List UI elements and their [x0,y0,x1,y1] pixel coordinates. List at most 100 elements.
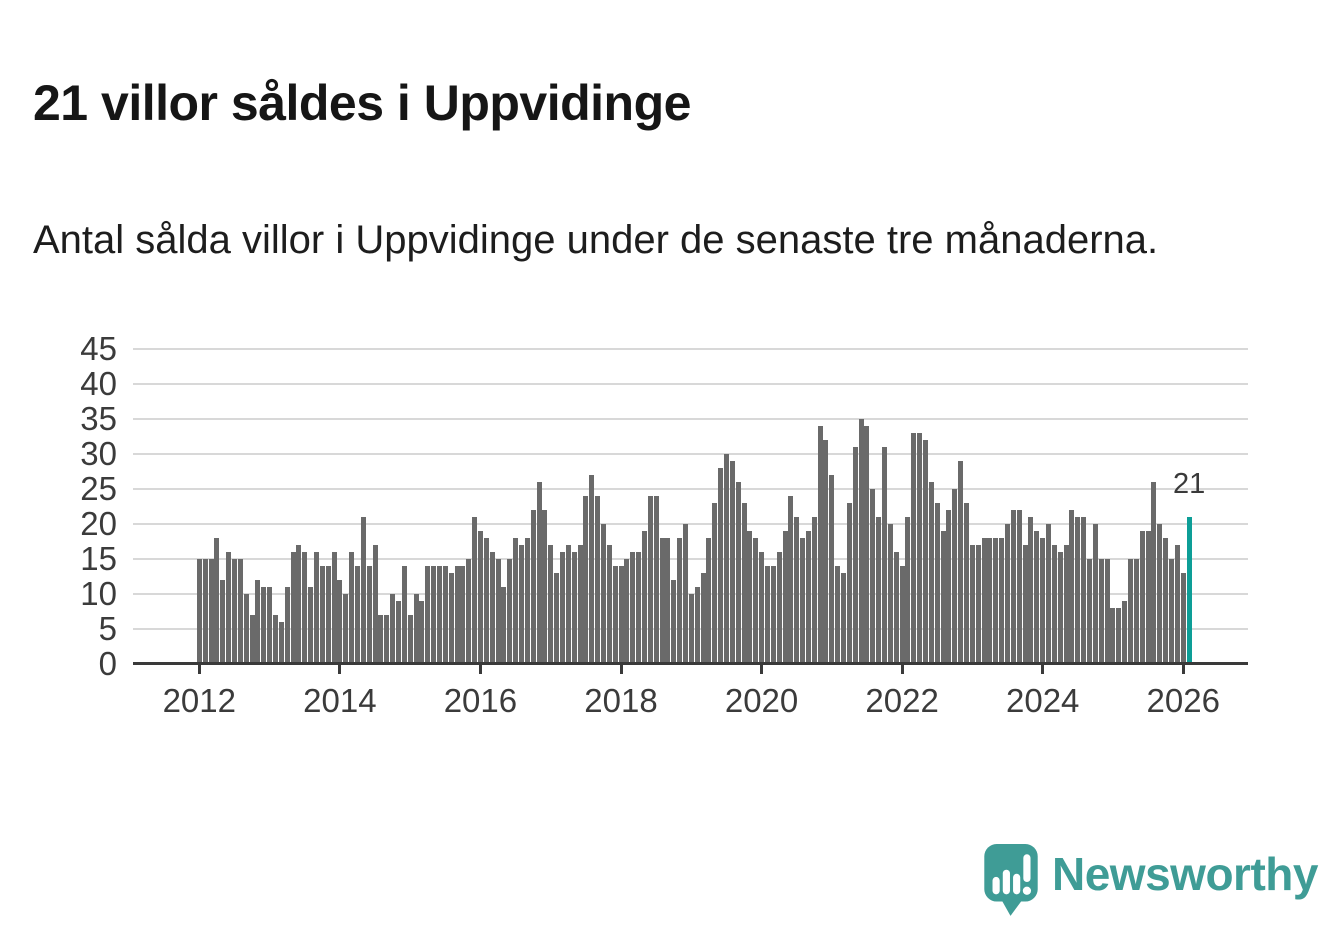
bar [741,502,747,664]
bar [846,502,852,664]
bar [313,551,319,664]
bar [489,551,495,664]
newsworthy-speech-bubble-chart-icon [984,844,1038,916]
y-axis-tick-label: 35 [80,399,117,437]
bar [589,474,595,664]
x-axis-tickmark [900,665,904,674]
bar [934,502,940,664]
x-axis-tick-label: 2016 [443,682,518,719]
bar [442,565,448,664]
y-axis-tick-label: 20 [80,504,117,542]
bar [390,593,396,664]
bar [764,565,770,664]
bar [1122,600,1128,664]
bar [208,558,214,664]
bar [472,516,478,664]
y-axis-tick-label: 15 [80,539,117,577]
bar [196,558,202,664]
bar [630,551,636,664]
bar [876,516,882,664]
bar [659,537,665,664]
x-axis-line [133,662,1248,665]
bar [425,565,431,664]
bar [249,614,255,664]
x-axis-tickmark [338,665,342,674]
bar [231,558,237,664]
bar [436,565,442,664]
bar [1034,530,1040,664]
bar [940,530,946,664]
bar [284,586,290,664]
y-axis-tick-label: 10 [80,574,117,612]
bar [1128,558,1134,664]
x-axis-tick-label: 2026 [1146,682,1220,719]
y-axis-tick-label: 25 [80,469,117,507]
x-axis-tick-label: 2012 [162,682,236,719]
bar [981,537,987,664]
bar [513,537,519,664]
bar [272,614,278,664]
bar [559,551,565,664]
bar [1010,509,1016,664]
x-axis-tick-label: 2020 [724,682,799,719]
bar [507,558,513,664]
bar [477,530,483,664]
gridline [133,487,1248,490]
x-axis-tick-label: 2024 [1005,682,1080,719]
bar [1081,516,1087,664]
bar [993,537,999,664]
bar [360,516,366,664]
highlighted-bar [1186,516,1192,664]
bar [958,460,964,664]
bar [431,565,437,664]
x-axis-tick-label: 2014 [303,682,377,719]
bar [776,551,782,664]
bar [296,544,302,664]
x-axis-tick-label: 2018 [584,682,658,719]
bar [372,544,378,664]
bar [226,551,232,664]
bar [466,558,472,664]
page-title: 21 villor såldes i Uppvidinge [33,74,691,131]
bar [870,488,876,664]
bar [460,565,466,664]
bar [969,544,975,664]
bar [202,558,208,664]
bar [735,481,741,664]
bar [337,579,343,664]
gridline [133,347,1248,350]
bar [571,551,577,664]
bar [712,502,718,664]
bar [753,537,759,664]
bar [554,572,560,664]
bar [319,565,325,664]
bar [946,509,952,664]
bar [858,418,864,664]
x-axis-tickmark [478,665,482,674]
bar [835,565,841,664]
bar [577,544,583,664]
bar [1157,523,1163,664]
bar [354,565,360,664]
bar [308,586,314,664]
gridline [133,452,1248,455]
bar [923,439,929,664]
y-axis-tick-label: 40 [80,364,117,402]
chart-subtitle: Antal sålda villor i Uppvidinge under de… [33,218,1159,262]
bar [220,579,226,664]
x-axis-tickmark [1041,665,1045,674]
bar [267,586,273,664]
latest-value-label: 21 [1172,467,1206,500]
bar [1145,530,1151,664]
bar [1098,558,1104,664]
bar [1087,558,1093,664]
bar [413,593,419,664]
bar [759,551,765,664]
bar [378,614,384,664]
bar [987,537,993,664]
y-axis-tick-label: 5 [98,609,117,647]
bar [1151,481,1157,664]
x-axis-tick-label: 2022 [865,682,939,719]
bar [1022,544,1028,664]
bar [694,586,700,664]
